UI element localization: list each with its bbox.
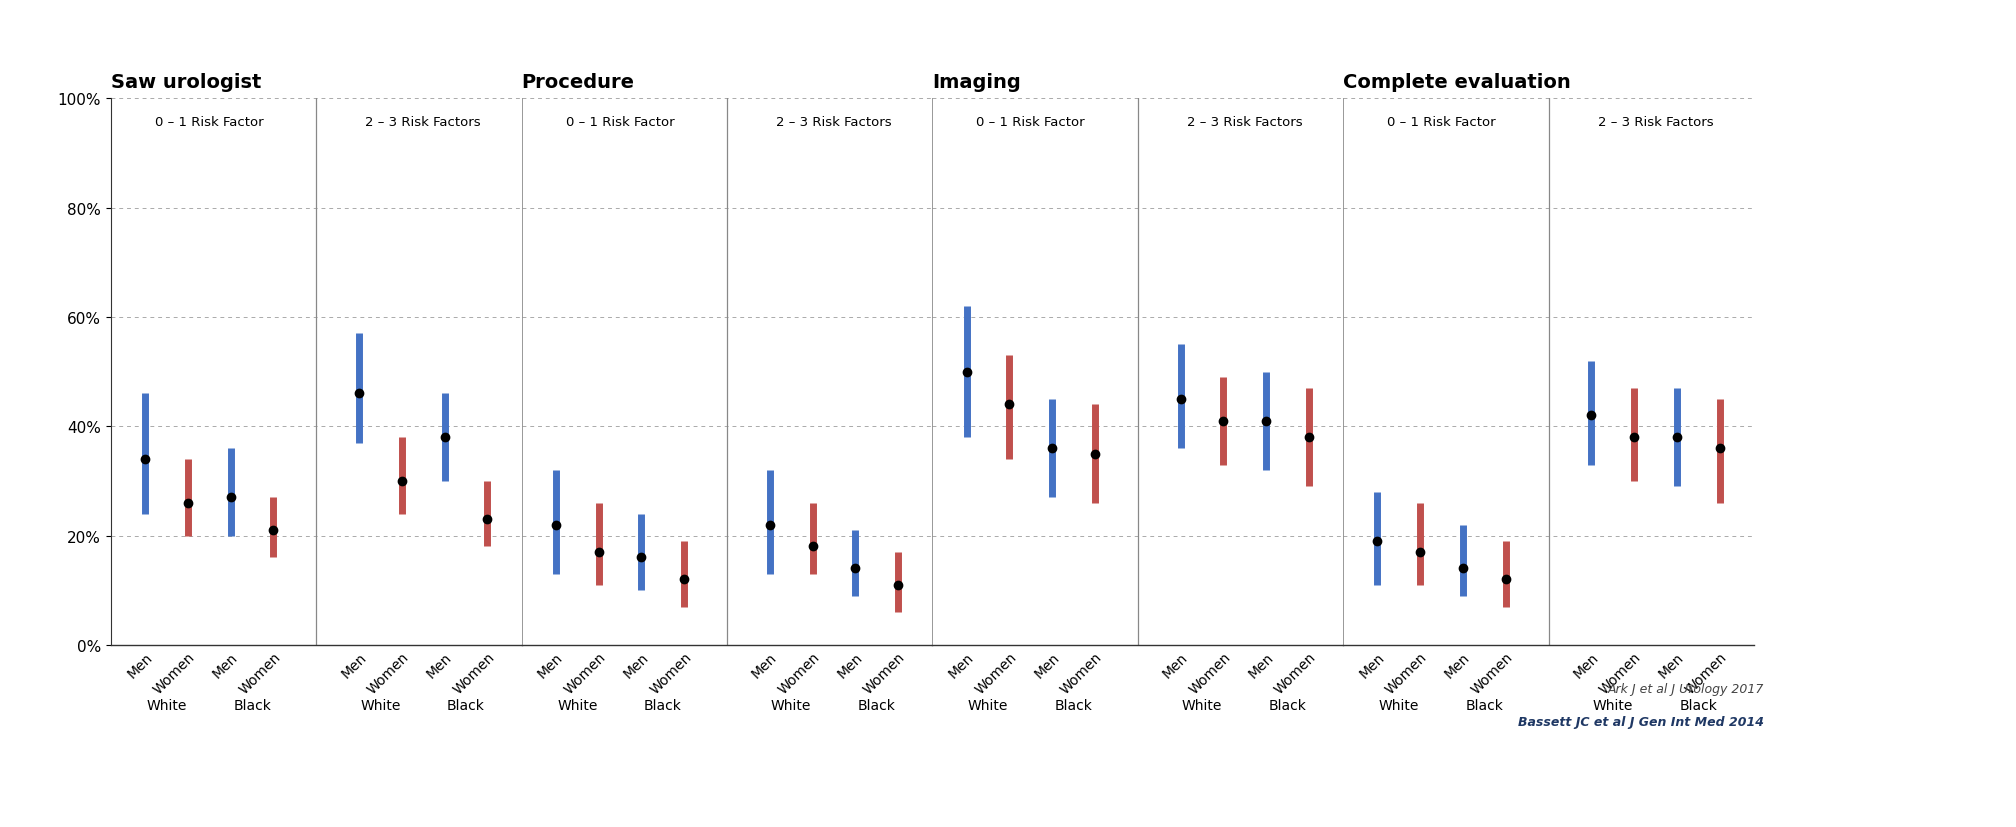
Text: 0 – 1 Risk Factor: 0 – 1 Risk Factor (1387, 116, 1496, 129)
Text: White: White (968, 698, 1008, 712)
Text: Ark J et al J Urology 2017: Ark J et al J Urology 2017 (1607, 682, 1764, 696)
Text: 2 – 3 Risk Factors: 2 – 3 Risk Factors (1599, 116, 1714, 129)
Text: White: White (1379, 698, 1419, 712)
Text: White: White (361, 698, 401, 712)
Text: White: White (556, 698, 597, 712)
Text: 2 – 3 Risk Factors: 2 – 3 Risk Factors (365, 116, 482, 129)
Text: White: White (1181, 698, 1222, 712)
Text: Black: Black (643, 698, 681, 712)
Text: 2 – 3 Risk Factors: 2 – 3 Risk Factors (1187, 116, 1302, 129)
Text: 0 – 1 Risk Factor: 0 – 1 Risk Factor (155, 116, 264, 129)
Text: Black: Black (1054, 698, 1093, 712)
Text: 0 – 1 Risk Factor: 0 – 1 Risk Factor (566, 116, 675, 129)
Text: Procedure: Procedure (522, 73, 635, 92)
Text: White: White (1593, 698, 1633, 712)
Text: 0 – 1 Risk Factor: 0 – 1 Risk Factor (976, 116, 1085, 129)
Text: White: White (770, 698, 810, 712)
Text: Black: Black (1268, 698, 1306, 712)
Text: Complete evaluation: Complete evaluation (1343, 73, 1570, 92)
Text: Black: Black (448, 698, 486, 712)
Text: Imaging: Imaging (931, 73, 1022, 92)
Text: Saw urologist: Saw urologist (111, 73, 262, 92)
Text: 2 – 3 Risk Factors: 2 – 3 Risk Factors (776, 116, 891, 129)
Text: Black: Black (1466, 698, 1504, 712)
Text: Black: Black (859, 698, 895, 712)
Text: Bassett JC et al J Gen Int Med 2014: Bassett JC et al J Gen Int Med 2014 (1518, 715, 1764, 729)
Text: Black: Black (1679, 698, 1718, 712)
Text: Black: Black (234, 698, 270, 712)
Text: White: White (147, 698, 187, 712)
